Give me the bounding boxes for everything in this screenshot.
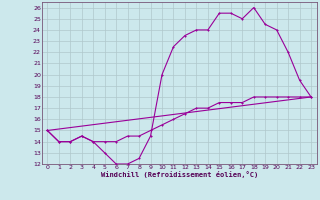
- X-axis label: Windchill (Refroidissement éolien,°C): Windchill (Refroidissement éolien,°C): [100, 171, 258, 178]
